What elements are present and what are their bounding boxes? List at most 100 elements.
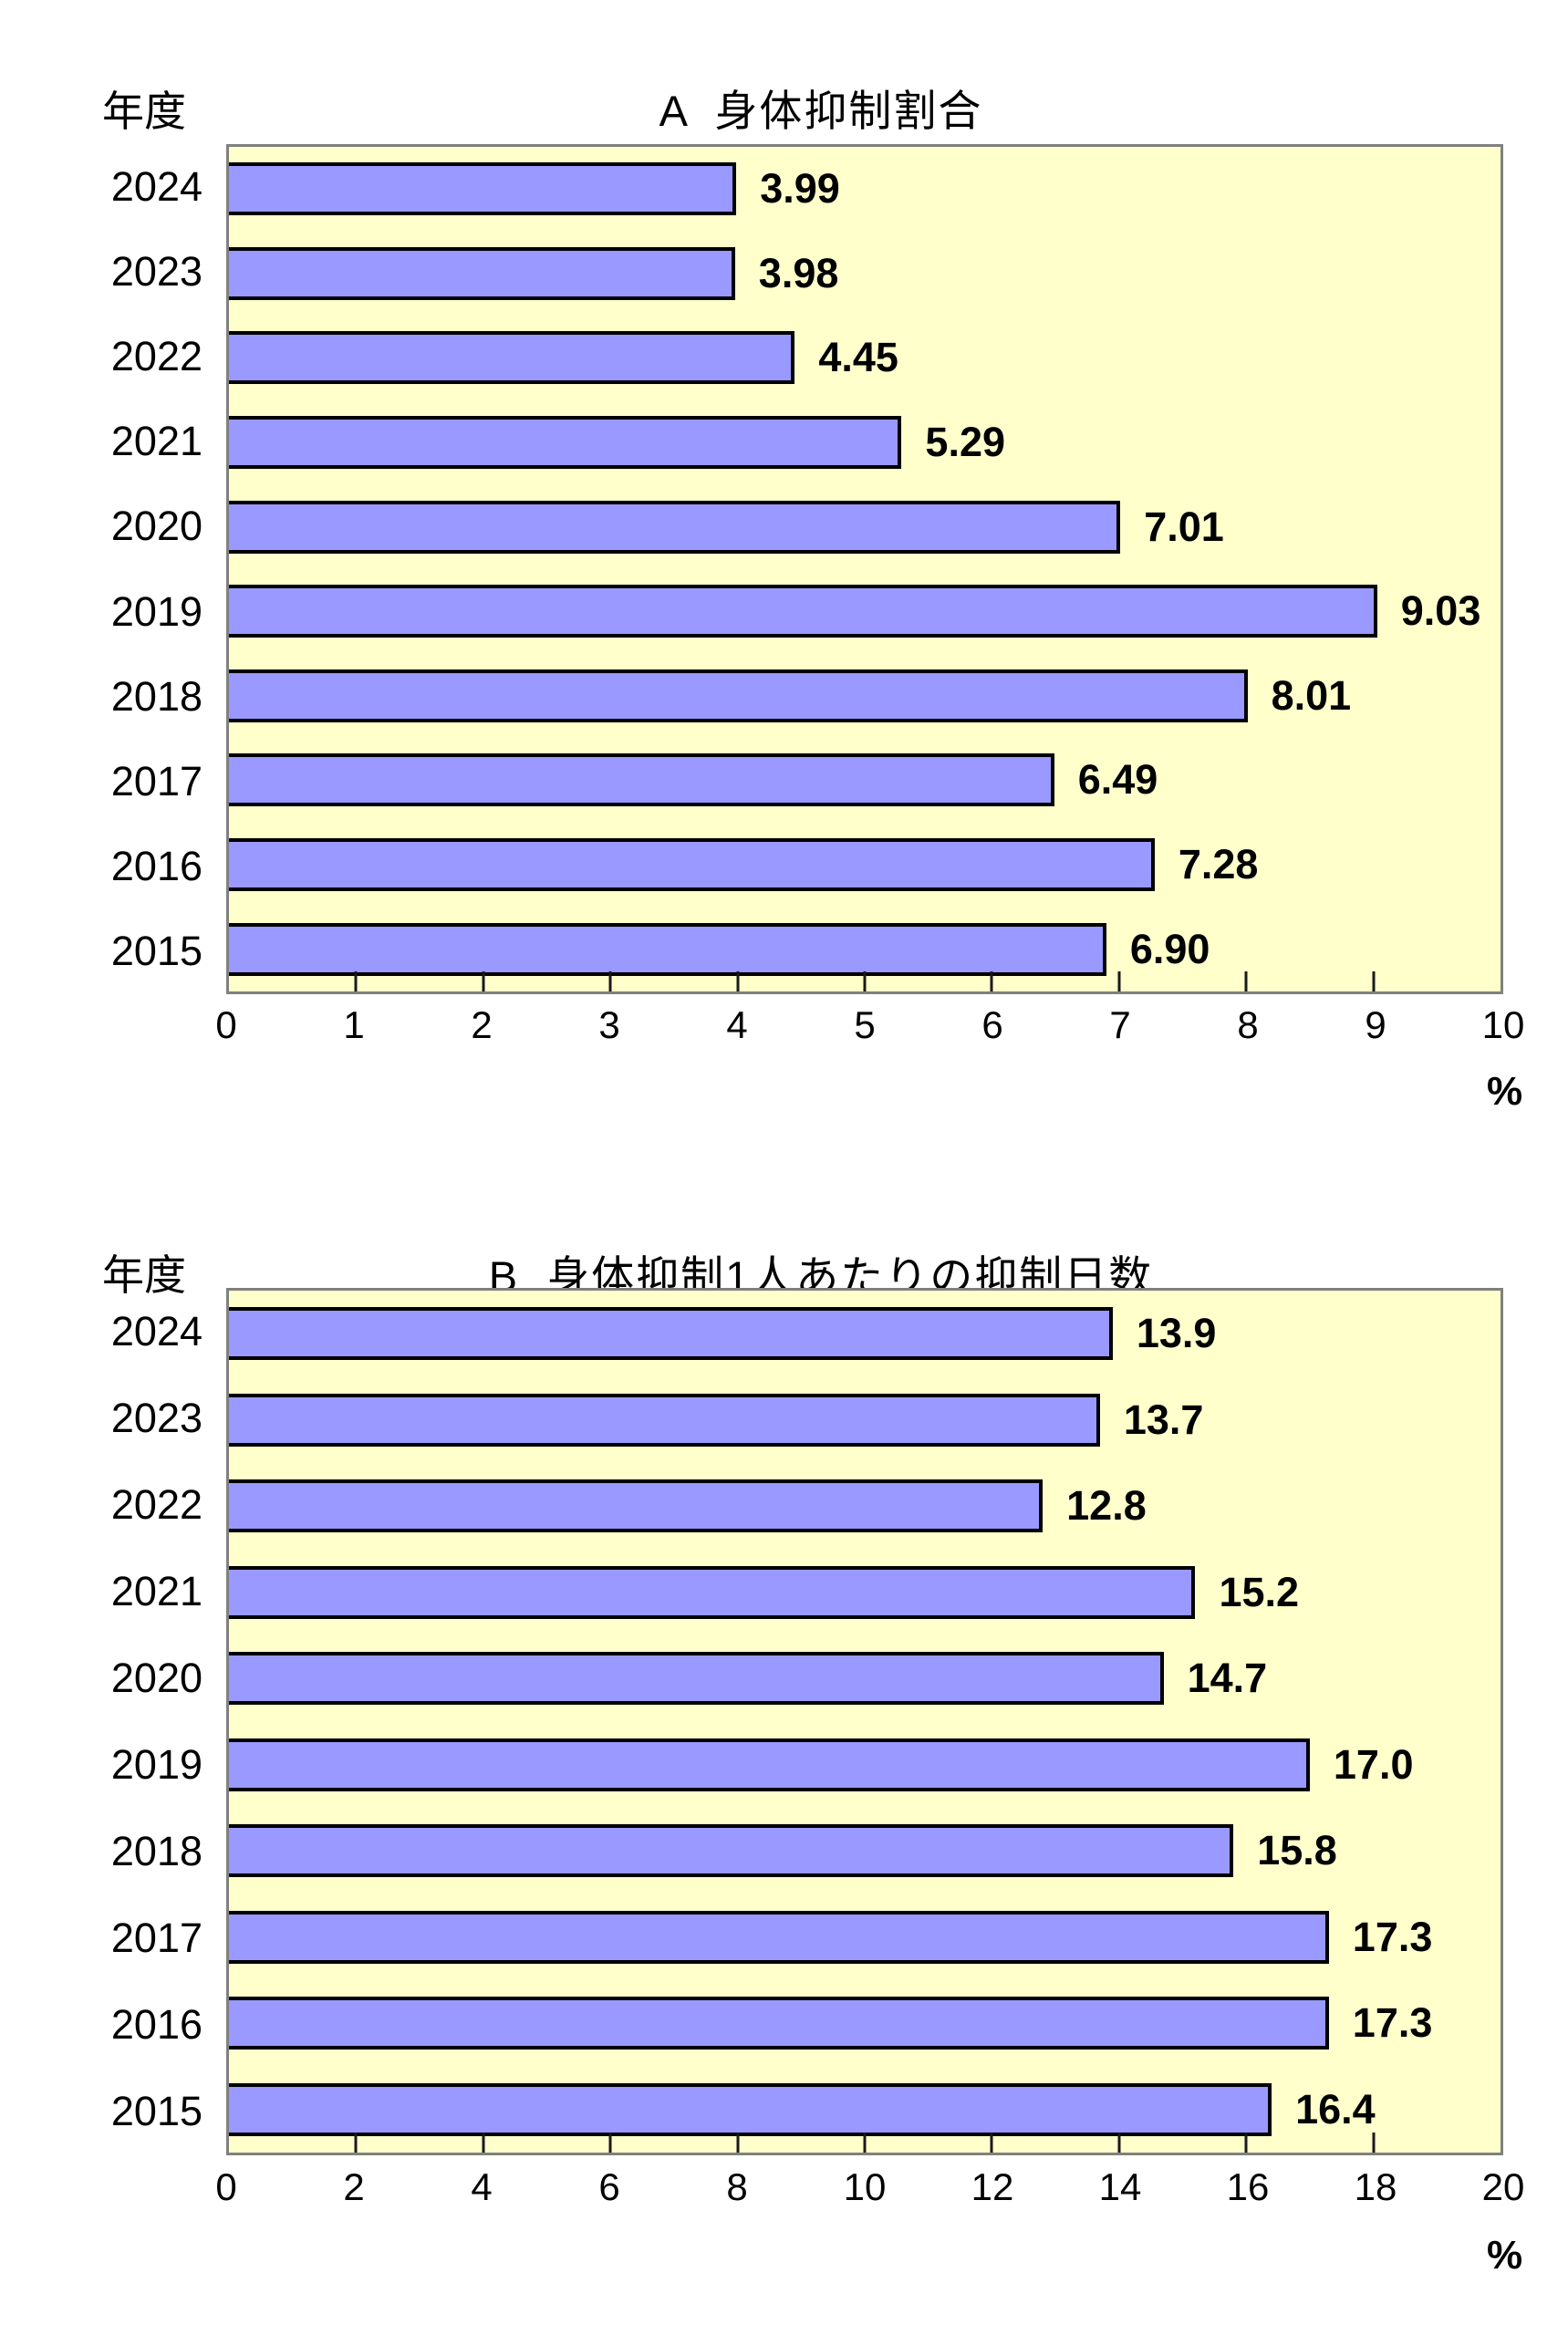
year-label: 2020: [110, 503, 202, 550]
bar-row: 13.7: [229, 1377, 1501, 1464]
bar-row: 5.29: [229, 400, 1501, 485]
value-label: 17.3: [1352, 1913, 1433, 1960]
x-tick-label: 3: [598, 1003, 620, 1046]
chart-b-y-axis-title: 年度: [102, 1251, 186, 1299]
value-label: 5.29: [925, 419, 1006, 466]
bar: [229, 585, 1377, 638]
chart-a-plot-area: 3.99 3.98 4.45 5.29 7.01 9.03 8.01 6.49 7.28 6.90: [226, 144, 1503, 994]
bar: [229, 2082, 1272, 2136]
chart-a-bars: 3.99 3.98 4.45 5.29 7.01 9.03 8.01 6.49 7.28 6.90: [229, 147, 1501, 991]
x-tick-label: 9: [1365, 1003, 1386, 1046]
chart-b-year-labels: 2024 2023 2022 2021 2020 2019 2018 2017 2016 2015: [0, 1288, 202, 2155]
bar: [229, 1824, 1234, 1878]
value-label: 17.3: [1352, 1999, 1433, 2047]
year-label: 2024: [110, 162, 202, 210]
x-tick-label: 8: [1237, 1003, 1259, 1046]
bar-row: 6.90: [229, 907, 1501, 991]
chart-a-y-axis-title: 年度: [102, 88, 186, 135]
bar: [229, 1307, 1113, 1361]
x-tick-label: 2: [343, 2165, 365, 2208]
value-label: 8.01: [1271, 671, 1352, 719]
bar-row: 3.98: [229, 232, 1501, 317]
year-label: 2015: [110, 2088, 202, 2135]
x-tick-label: 16: [1226, 2165, 1270, 2208]
bar: [229, 1738, 1310, 1791]
bar-row: 17.0: [229, 1722, 1501, 1809]
value-label: 16.4: [1295, 2085, 1376, 2133]
value-label: 7.28: [1178, 841, 1259, 888]
year-label: 2017: [110, 1915, 202, 1962]
year-label: 2020: [110, 1654, 202, 1701]
value-label: 13.9: [1136, 1310, 1217, 1357]
bar: [229, 1565, 1196, 1619]
year-label: 2023: [110, 1394, 202, 1441]
bar: [229, 1997, 1329, 2050]
year-label: 2023: [110, 247, 202, 295]
chart-b-plot-area: 13.9 13.7 12.8 15.2 14.7 17.0 15.8 17.3 17.3 16.4: [226, 1288, 1503, 2155]
bar: [229, 500, 1121, 554]
bar: [229, 162, 737, 216]
x-tick-label: 20: [1481, 2165, 1525, 2208]
year-label: 2015: [110, 928, 202, 975]
year-label: 2017: [110, 758, 202, 805]
value-label: 15.8: [1257, 1827, 1337, 1874]
year-label: 2018: [110, 1828, 202, 1875]
bar: [229, 416, 902, 470]
bar: [229, 246, 735, 300]
year-label: 2016: [110, 2001, 202, 2049]
year-label: 2024: [110, 1307, 202, 1354]
x-tick-label: 8: [726, 2165, 748, 2208]
x-tick-label: 12: [971, 2165, 1014, 2208]
bar-row: 9.03: [229, 569, 1501, 654]
value-label: 13.7: [1123, 1396, 1204, 1443]
bar-row: 15.8: [229, 1808, 1501, 1894]
bar: [229, 1652, 1164, 1706]
bar: [229, 753, 1054, 807]
x-tick-label: 18: [1354, 2165, 1397, 2208]
bar-row: 7.01: [229, 484, 1501, 569]
chart-a-x-tick-labels: 0 1 2 3 4 5 6 7 8 9 10: [215, 1003, 1524, 1051]
bar-row: 13.9: [229, 1291, 1501, 1377]
bar-row: 16.4: [229, 2067, 1501, 2153]
x-tick-label: 10: [843, 2165, 887, 2208]
chart-b-bars: 13.9 13.7 12.8 15.2 14.7 17.0 15.8 17.3 17.3 16.4: [229, 1291, 1501, 2153]
chart-a-unit-label: %: [1487, 1069, 1523, 1114]
year-label: 2019: [110, 587, 202, 635]
x-tick-label: 6: [598, 2165, 620, 2208]
bar: [229, 1910, 1329, 1964]
chart-a-title: A 身体抑制割合: [659, 87, 983, 135]
bar: [229, 1479, 1044, 1533]
x-tick-label: 4: [726, 1003, 748, 1046]
year-label: 2022: [110, 333, 202, 379]
bar-row: 15.2: [229, 1550, 1501, 1636]
value-label: 7.01: [1144, 503, 1224, 550]
year-label: 2022: [110, 1480, 202, 1528]
x-tick-label: 4: [471, 2165, 493, 2208]
year-label: 2021: [110, 1567, 202, 1614]
bar: [229, 669, 1248, 722]
value-label: 14.7: [1187, 1655, 1268, 1702]
chart-a-year-labels: 2024 2023 2022 2021 2020 2019 2018 2017 2016 2015: [0, 144, 202, 994]
x-tick-label: 0: [215, 1003, 237, 1046]
year-label: 2016: [110, 843, 202, 890]
x-tick-label: 5: [854, 1003, 876, 1046]
chart-b-unit-label: %: [1487, 2233, 1523, 2278]
bar-row: 3.99: [229, 147, 1501, 232]
x-tick-label: 14: [1098, 2165, 1142, 2208]
value-label: 15.2: [1219, 1568, 1300, 1615]
year-label: 2018: [110, 672, 202, 720]
year-label: 2019: [110, 1741, 202, 1789]
x-tick-label: 10: [1481, 1003, 1525, 1046]
value-label: 4.45: [818, 334, 898, 381]
bar-row: 4.45: [229, 316, 1501, 400]
x-tick-label: 6: [981, 1003, 1003, 1046]
bar: [229, 838, 1155, 892]
value-label: 17.0: [1333, 1740, 1414, 1788]
value-label: 6.49: [1077, 756, 1158, 804]
bar: [229, 331, 795, 385]
value-label: 6.90: [1129, 925, 1210, 972]
bar: [229, 922, 1106, 976]
bar-row: 7.28: [229, 823, 1501, 908]
chart-b-x-tick-labels: 0 2 4 6 8 10 12 14 16 18 20: [215, 2165, 1524, 2213]
